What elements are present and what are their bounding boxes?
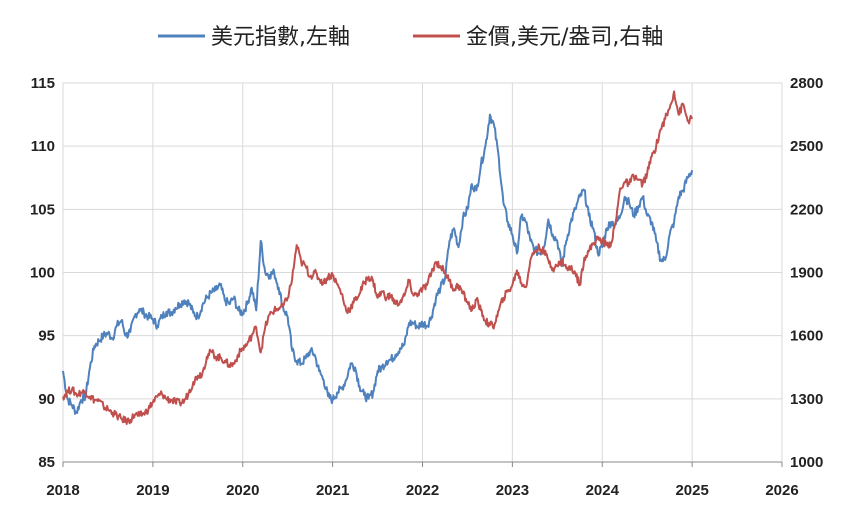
x-tick-label: 2021 bbox=[316, 482, 349, 499]
x-tick-label: 2026 bbox=[765, 482, 798, 499]
axes: 85 90 95 100 105 110 115 1000 1300 1600 1900 2200 25… bbox=[30, 75, 823, 499]
x-tick-label: 2024 bbox=[586, 482, 620, 499]
legend-label-dollar-index: 美元指數,左軸 bbox=[211, 25, 350, 50]
x-tick-label: 2018 bbox=[46, 482, 79, 499]
x-tick-label: 2025 bbox=[675, 482, 708, 499]
y-right-tick-label: 2200 bbox=[790, 201, 823, 218]
y-right-tick-label: 2500 bbox=[790, 138, 823, 155]
y-right-tick-label: 1300 bbox=[790, 391, 823, 408]
legend-label-gold-price: 金價,美元/盎司,右軸 bbox=[466, 25, 663, 50]
series-group bbox=[62, 90, 694, 425]
y-left-tick-label: 95 bbox=[38, 328, 55, 345]
y-right-tick-label: 1900 bbox=[790, 265, 823, 282]
y-right-tick-label: 1000 bbox=[790, 454, 823, 471]
y-left-tick-label: 105 bbox=[30, 201, 55, 218]
series-line-dollar-index bbox=[62, 113, 694, 415]
y-left-tick-label: 85 bbox=[38, 454, 55, 471]
y-right-tick-label: 2800 bbox=[790, 75, 823, 92]
x-tick-label: 2019 bbox=[136, 482, 169, 499]
y-left-tick-label: 115 bbox=[31, 75, 55, 92]
x-tick-label: 2023 bbox=[496, 482, 529, 499]
x-tick-label: 2022 bbox=[406, 482, 439, 499]
y-left-tick-label: 90 bbox=[38, 391, 55, 408]
series-line-gold-price bbox=[62, 90, 694, 425]
y-left-tick-label: 110 bbox=[31, 138, 55, 155]
legend: 美元指數,左軸 金價,美元/盎司,右軸 bbox=[158, 25, 663, 50]
y-left-tick-label: 100 bbox=[30, 265, 55, 282]
y-right-tick-label: 1600 bbox=[790, 328, 823, 345]
x-tick-label: 2020 bbox=[226, 482, 259, 499]
grid bbox=[62, 82, 783, 463]
